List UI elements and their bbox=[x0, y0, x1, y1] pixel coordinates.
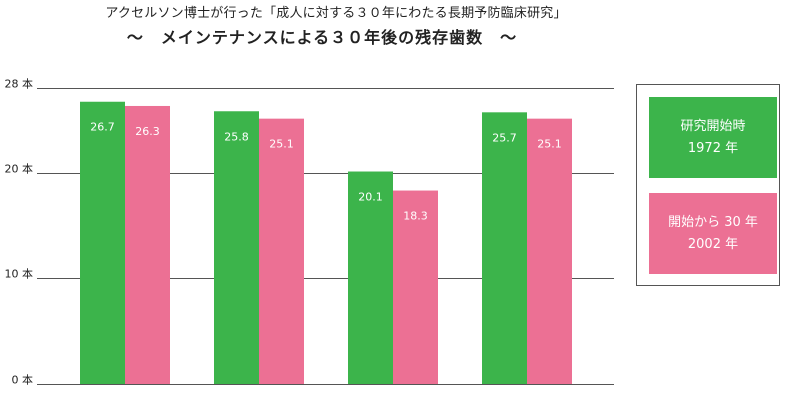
bar-label-s1-c1: 25.1 bbox=[269, 138, 294, 151]
y-tick-label-3: 28 本 bbox=[5, 77, 34, 91]
bar-label-s0-c0: 26.7 bbox=[90, 121, 115, 134]
bar-s0-c1 bbox=[214, 111, 259, 384]
bar-s1-c3 bbox=[527, 118, 572, 385]
legend-item-baseline: 研究開始時 1972 年 bbox=[649, 97, 777, 178]
chart-title: アクセルソン博士が行った「成人に対する３０年にわたる長期予防臨床研究」 bbox=[105, 6, 567, 21]
legend-year-baseline: 1972 年 bbox=[687, 140, 739, 156]
bar-label-s0-c1: 25.8 bbox=[224, 130, 249, 143]
legend-label-baseline: 研究開始時 bbox=[680, 118, 746, 134]
bar-s1-c0 bbox=[125, 105, 170, 384]
bar-s1-c1 bbox=[259, 118, 304, 385]
y-tick-label-0: 0 本 bbox=[12, 373, 34, 387]
legend-item-after-30-years: 開始から 30 年 2002 年 bbox=[649, 193, 777, 274]
bar-label-s0-c2: 20.1 bbox=[358, 191, 383, 204]
bar-label-s0-c3: 25.7 bbox=[492, 131, 517, 144]
y-tick-label-2: 20 本 bbox=[5, 162, 34, 176]
chart-subtitle: ～ メインテナンスによる３０年後の残存歯数 ～ bbox=[126, 28, 518, 47]
bar-label-s1-c0: 26.3 bbox=[135, 125, 160, 138]
legend-label-after-30-years: 開始から 30 年 bbox=[668, 214, 758, 230]
bar-label-s1-c3: 25.1 bbox=[537, 138, 562, 151]
bar-label-s1-c2: 18.3 bbox=[403, 210, 428, 223]
bar-s0-c3 bbox=[482, 112, 527, 385]
bar-s1-c2 bbox=[393, 190, 438, 384]
legend: 研究開始時 1972 年 開始から 30 年 2002 年 bbox=[636, 84, 780, 286]
bar-s0-c2 bbox=[348, 171, 393, 384]
legend-year-after-30-years: 2002 年 bbox=[687, 236, 739, 252]
y-tick-label-1: 10 本 bbox=[5, 267, 34, 281]
bar-s0-c0 bbox=[80, 101, 125, 384]
